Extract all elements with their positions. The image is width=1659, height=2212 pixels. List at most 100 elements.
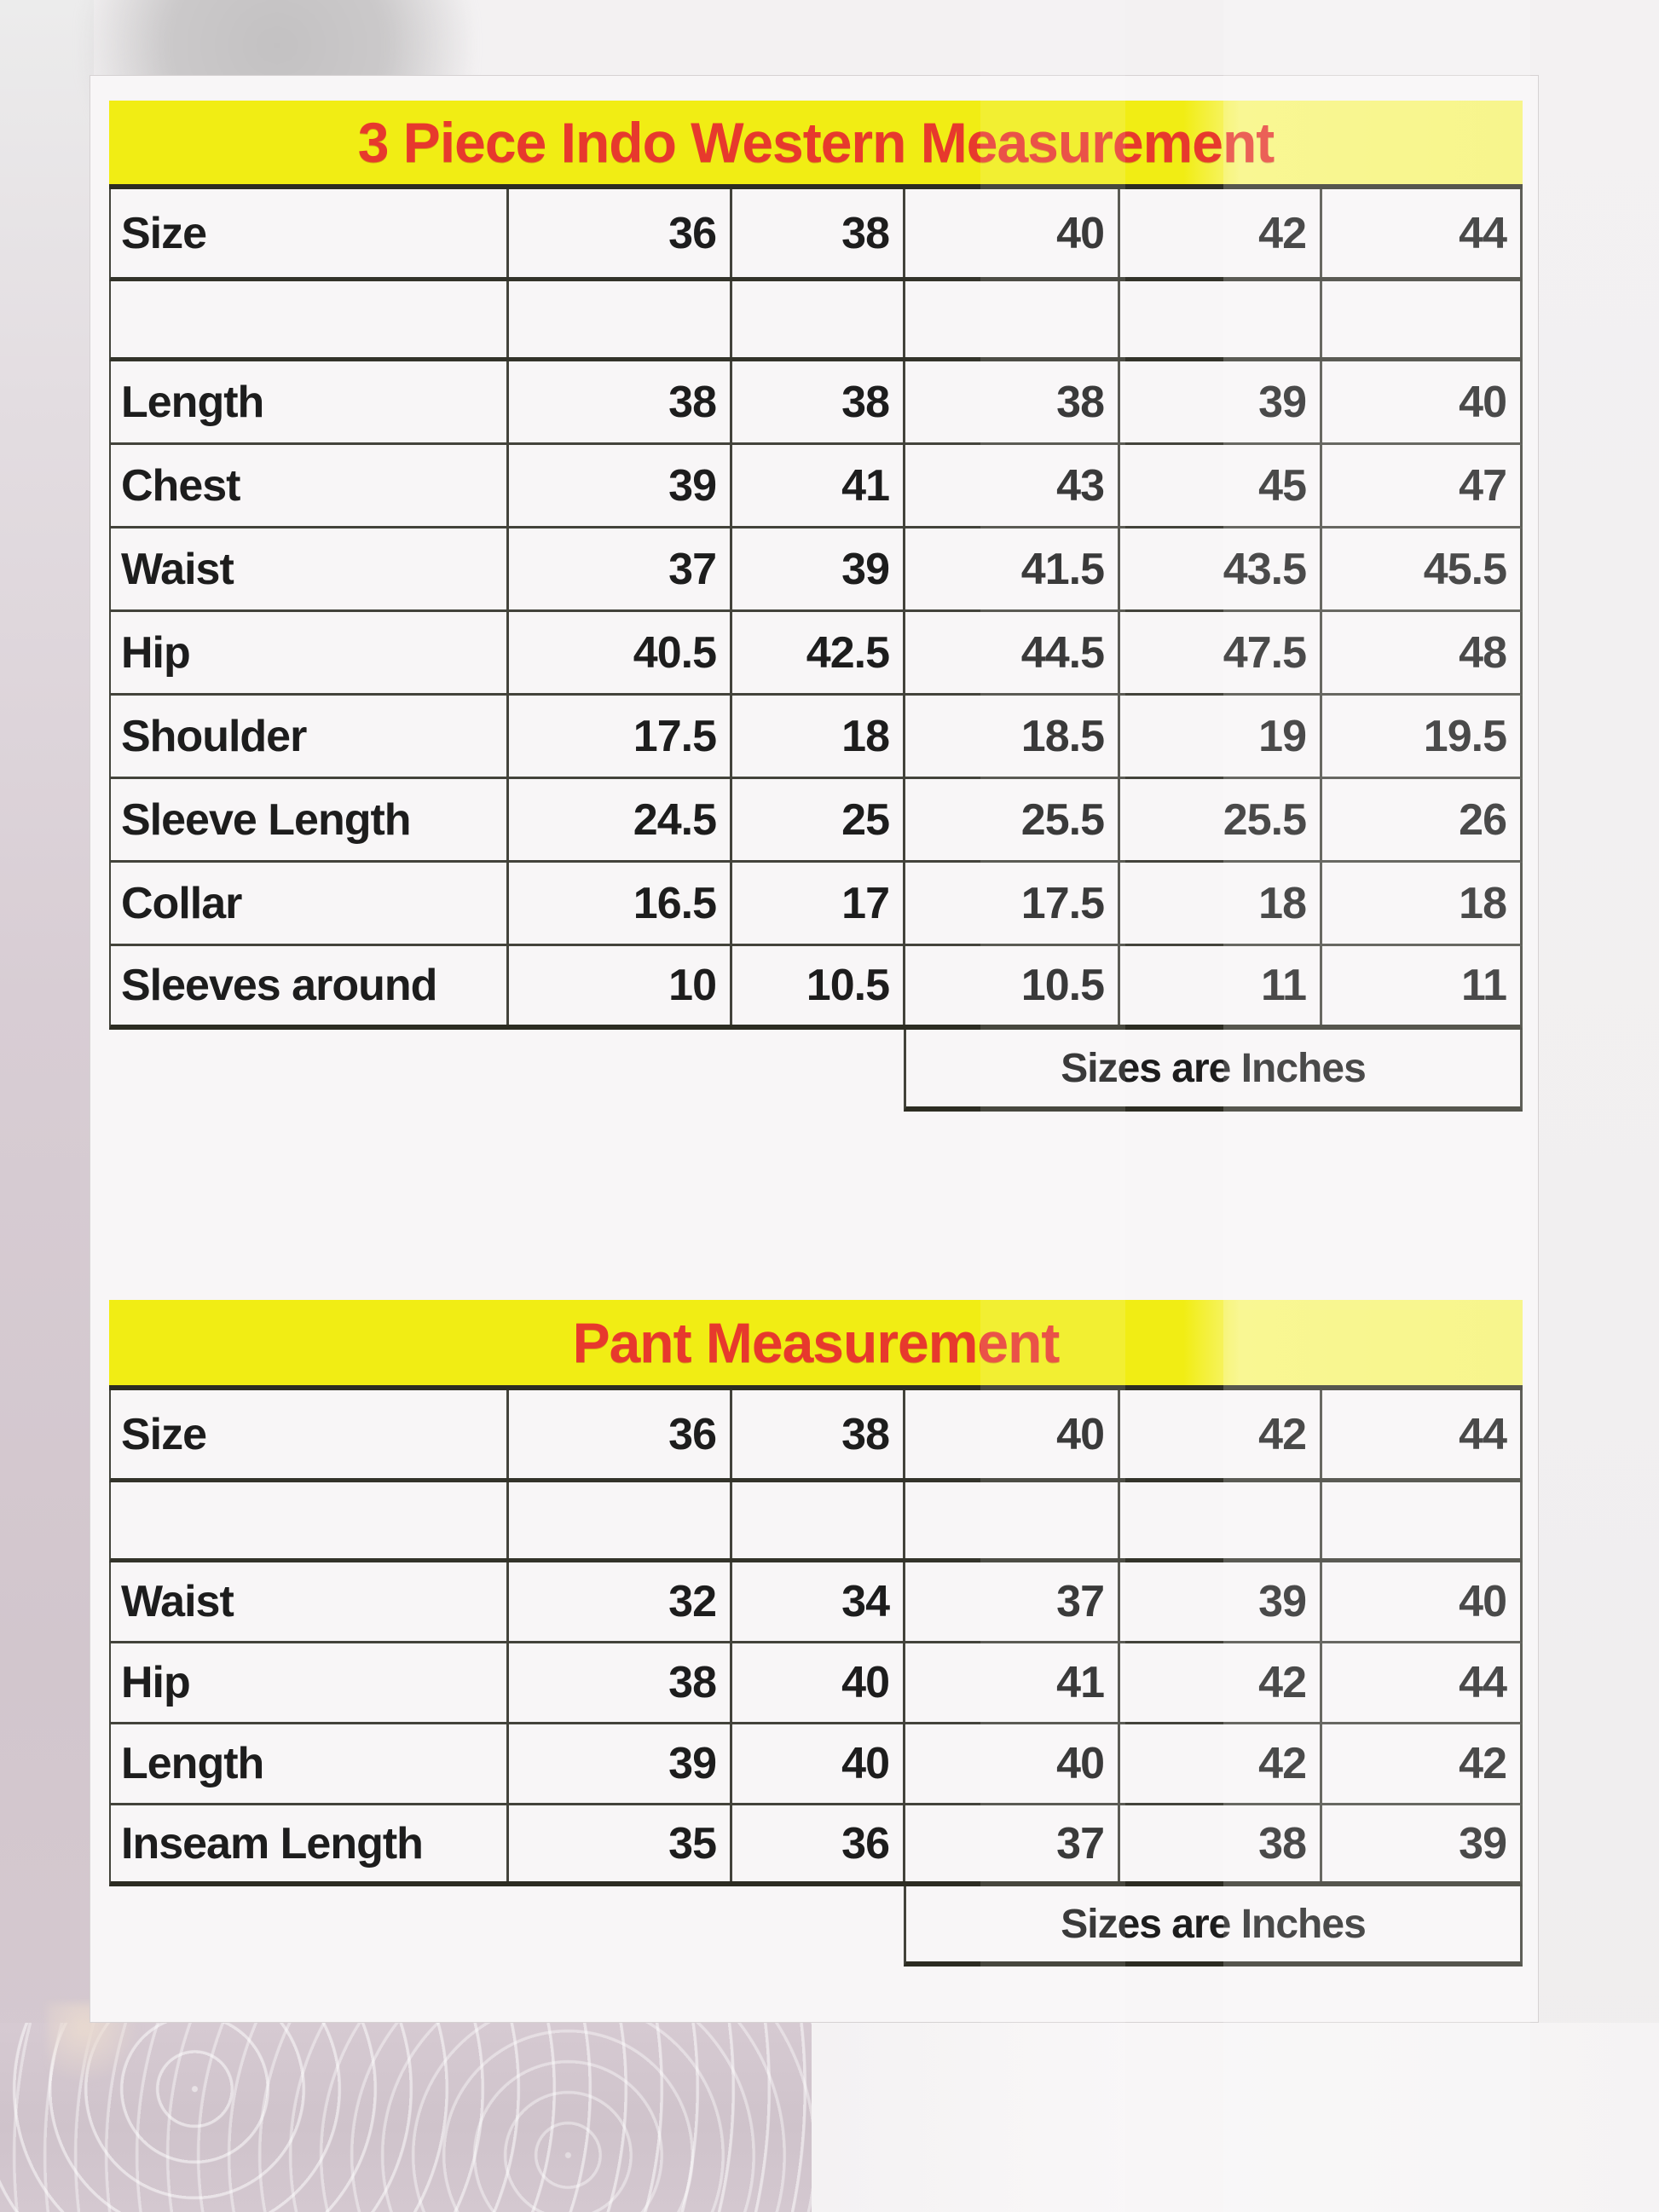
unit-note-text: Sizes are Inches bbox=[1061, 1045, 1367, 1091]
spacer-row bbox=[109, 1482, 1523, 1562]
measurement-value: 18.5 bbox=[905, 696, 1120, 777]
measurement-value: 44.5 bbox=[905, 612, 1120, 693]
table-body: Size 36 38 40 42 44 Length 38 38 38 39 40 Chest 39 41 4… bbox=[109, 189, 1523, 1112]
measurement-value: 42.5 bbox=[732, 612, 905, 693]
measurement-value: 10.5 bbox=[732, 946, 905, 1025]
measurement-row: Collar 16.5 17 17.5 18 18 bbox=[109, 863, 1523, 946]
measurement-value: 47 bbox=[1459, 460, 1507, 511]
measurement-row: Waist 32 34 37 39 40 bbox=[109, 1562, 1523, 1643]
measurement-value: 17.5 bbox=[905, 863, 1120, 944]
measurement-value: 39 bbox=[509, 445, 732, 526]
measurement-value: 11 bbox=[1120, 946, 1322, 1025]
measurement-value: 10 bbox=[509, 946, 732, 1025]
size-header-value: 42 bbox=[1120, 189, 1322, 277]
measurement-row: Sleeves around 10 10.5 10.5 11 11 bbox=[109, 946, 1523, 1030]
measurement-value: 18 bbox=[732, 696, 905, 777]
background-photo-left-strip bbox=[0, 0, 94, 2212]
unit-note-box: Sizes are Inches bbox=[904, 1030, 1523, 1112]
pant-measurement-table: Pant Measurement Size 36 38 40 42 44 Waist 32 34… bbox=[109, 1300, 1523, 1967]
unit-note-row: Sizes are Inches bbox=[109, 1886, 1523, 1967]
size-header-value: 44 bbox=[1459, 1409, 1507, 1459]
measurement-value: 38 bbox=[509, 361, 732, 442]
measurement-value: 42 bbox=[1459, 1739, 1507, 1788]
size-header-row: Size 36 38 40 42 44 bbox=[109, 1390, 1523, 1482]
measurement-label: Sleeve Length bbox=[111, 779, 509, 860]
measurement-value: 37 bbox=[509, 528, 732, 609]
measurement-value: 36 bbox=[732, 1805, 905, 1881]
size-header-value: 40 bbox=[905, 189, 1120, 277]
size-header-label: Size bbox=[111, 189, 509, 277]
measurement-label: Sleeves around bbox=[111, 946, 509, 1025]
measurement-value: 40 bbox=[1459, 1577, 1507, 1626]
measurement-value: 41 bbox=[732, 445, 905, 526]
table-title-band: 3 Piece Indo Western Measurement bbox=[109, 101, 1523, 189]
spacer-cell bbox=[1120, 281, 1322, 357]
spacer-cell bbox=[1322, 1482, 1520, 1558]
measurement-value: 19.5 bbox=[1423, 711, 1507, 761]
measurement-row: Length 38 38 38 39 40 bbox=[109, 361, 1523, 445]
spacer-cell bbox=[1120, 1482, 1322, 1558]
measurement-value: 40 bbox=[1459, 377, 1507, 427]
measurement-value: 41.5 bbox=[905, 528, 1120, 609]
measurement-value: 39 bbox=[1459, 1818, 1507, 1868]
size-chart-sheet bbox=[90, 75, 1539, 2023]
background-photo-bottom-right bbox=[812, 2023, 1659, 2212]
spacer-cell bbox=[111, 281, 509, 357]
unit-note-row: Sizes are Inches bbox=[109, 1030, 1523, 1112]
size-header-value: 40 bbox=[905, 1390, 1120, 1478]
measurement-value: 37 bbox=[905, 1562, 1120, 1641]
measurement-label: Collar bbox=[111, 863, 509, 944]
measurement-value: 48 bbox=[1459, 627, 1507, 678]
measurement-row: Inseam Length 35 36 37 38 39 bbox=[109, 1805, 1523, 1886]
measurement-value: 38 bbox=[1120, 1805, 1322, 1881]
measurement-label: Hip bbox=[111, 612, 509, 693]
size-header-value: 38 bbox=[732, 189, 905, 277]
table-title: 3 Piece Indo Western Measurement bbox=[357, 111, 1275, 174]
spacer-cell bbox=[111, 1482, 509, 1558]
measurement-value: 42 bbox=[1120, 1724, 1322, 1803]
measurement-value: 40.5 bbox=[509, 612, 732, 693]
indo-western-measurement-table: 3 Piece Indo Western Measurement Size 36 3… bbox=[109, 101, 1523, 1112]
measurement-row: Shoulder 17.5 18 18.5 19 19.5 bbox=[109, 696, 1523, 779]
measurement-value: 17.5 bbox=[509, 696, 732, 777]
measurement-value: 40 bbox=[905, 1724, 1120, 1803]
size-header-value: 36 bbox=[509, 189, 732, 277]
spacer-cell bbox=[905, 281, 1120, 357]
size-header-label: Size bbox=[111, 1390, 509, 1478]
measurement-value: 47.5 bbox=[1120, 612, 1322, 693]
measurement-value: 40 bbox=[732, 1643, 905, 1722]
table-body: Size 36 38 40 42 44 Waist 32 34 37 39 40 Hip 38 40 41 42… bbox=[109, 1390, 1523, 1967]
table-title-band: Pant Measurement bbox=[109, 1300, 1523, 1390]
measurement-row: Chest 39 41 43 45 47 bbox=[109, 445, 1523, 528]
measurement-value: 18 bbox=[1120, 863, 1322, 944]
measurement-value: 40 bbox=[732, 1724, 905, 1803]
size-header-value: 36 bbox=[509, 1390, 732, 1478]
spacer-cell bbox=[509, 1482, 732, 1558]
spacer-cell bbox=[1322, 281, 1520, 357]
size-header-value: 42 bbox=[1120, 1390, 1322, 1478]
measurement-label: Length bbox=[111, 1724, 509, 1803]
measurement-value: 41 bbox=[905, 1643, 1120, 1722]
measurement-value: 43.5 bbox=[1120, 528, 1322, 609]
measurement-label: Waist bbox=[111, 528, 509, 609]
measurement-row: Length 39 40 40 42 42 bbox=[109, 1724, 1523, 1805]
measurement-row: Hip 38 40 41 42 44 bbox=[109, 1643, 1523, 1724]
measurement-label: Shoulder bbox=[111, 696, 509, 777]
measurement-value: 32 bbox=[509, 1562, 732, 1641]
spacer-cell bbox=[732, 281, 905, 357]
size-header-value: 38 bbox=[732, 1390, 905, 1478]
measurement-value: 25.5 bbox=[905, 779, 1120, 860]
spacer-cell bbox=[509, 281, 732, 357]
measurement-row: Waist 37 39 41.5 43.5 45.5 bbox=[109, 528, 1523, 612]
measurement-value: 35 bbox=[509, 1805, 732, 1881]
measurement-row: Sleeve Length 24.5 25 25.5 25.5 26 bbox=[109, 779, 1523, 863]
measurement-value: 25 bbox=[732, 779, 905, 860]
measurement-value: 16.5 bbox=[509, 863, 732, 944]
measurement-value: 17 bbox=[732, 863, 905, 944]
unit-note-box: Sizes are Inches bbox=[904, 1886, 1523, 1967]
table-title: Pant Measurement bbox=[572, 1311, 1061, 1374]
measurement-value: 39 bbox=[1120, 361, 1322, 442]
measurement-value: 38 bbox=[905, 361, 1120, 442]
measurement-row: Hip 40.5 42.5 44.5 47.5 48 bbox=[109, 612, 1523, 696]
measurement-value: 34 bbox=[732, 1562, 905, 1641]
